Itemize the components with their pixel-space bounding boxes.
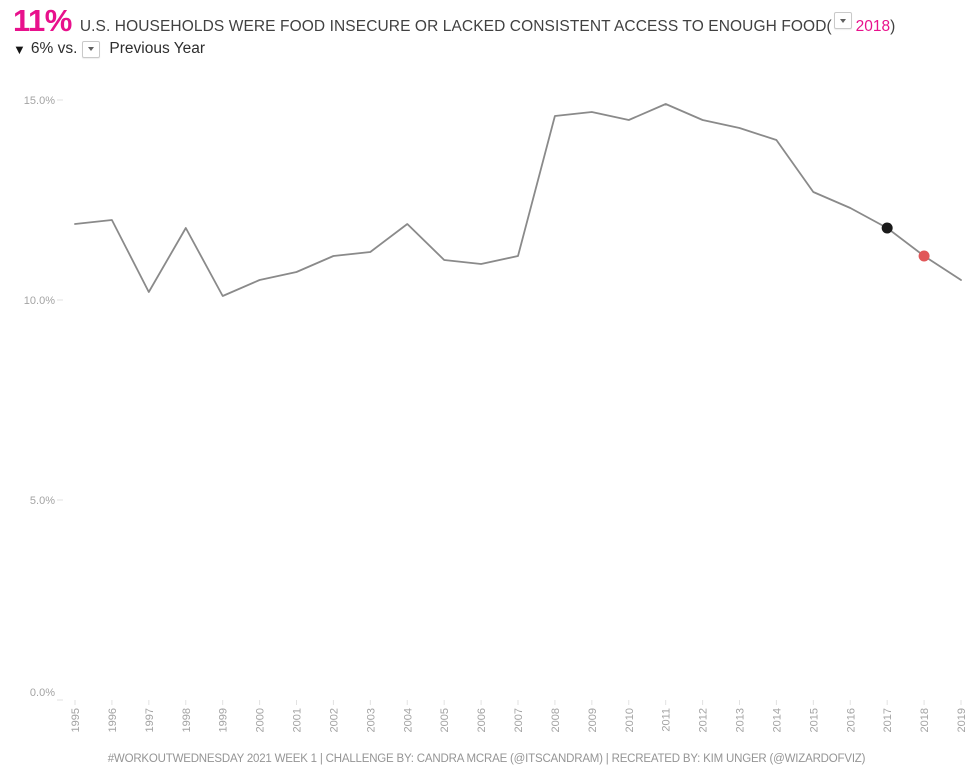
x-axis-label: 2014	[771, 708, 783, 732]
previous-year-point[interactable]	[881, 222, 893, 234]
chart-header: 11% U.S. HOUSEHOLDS WERE FOOD INSECURE O…	[13, 5, 895, 36]
x-axis-label: 2016	[845, 708, 857, 732]
x-axis-label: 2008	[550, 708, 562, 732]
x-axis-label: 2019	[956, 708, 968, 732]
change-text: 6% vs.	[30, 40, 78, 57]
chevron-down-icon	[839, 18, 846, 23]
x-axis-label: 2002	[328, 708, 340, 732]
comparison-dropdown-button[interactable]	[82, 40, 101, 58]
decrease-arrow-icon: ▼	[13, 41, 26, 57]
x-axis-label: 1998	[181, 708, 193, 732]
x-axis-label: 2015	[808, 708, 820, 732]
x-axis-label: 2006	[476, 708, 488, 732]
x-axis-label: 2011	[661, 708, 673, 732]
selected-year: 2018	[855, 18, 891, 35]
selected-year-point[interactable]	[918, 250, 930, 262]
x-axis-label: 2013	[735, 708, 747, 732]
comparison-label: Previous Year	[109, 40, 206, 57]
trend-line	[74, 103, 962, 297]
y-axis-label: 10.0%	[24, 295, 55, 307]
x-axis-label: 1995	[70, 708, 82, 732]
x-axis-label: 2000	[255, 708, 267, 732]
x-axis-label: 1997	[144, 708, 156, 732]
x-axis-label: 2018	[919, 708, 931, 732]
x-axis-label: 2001	[292, 708, 304, 732]
footer-credits: #WORKOUTWEDNESDAY 2021 WEEK 1 | CHALLENG…	[107, 753, 866, 765]
chevron-down-icon	[88, 47, 95, 51]
x-axis-label: 1996	[107, 708, 119, 732]
x-axis-label: 2009	[587, 708, 599, 732]
paren-close: )	[890, 18, 896, 35]
x-axis-label: 2007	[513, 708, 525, 732]
y-axis-label: 15.0%	[24, 95, 55, 107]
year-dropdown-button[interactable]	[833, 12, 852, 29]
x-axis-label: 2004	[402, 708, 414, 732]
x-axis-label: 2005	[439, 708, 451, 732]
x-axis-label: 2017	[882, 708, 894, 732]
x-axis-label: 1999	[218, 708, 230, 732]
x-axis-label: 2003	[365, 708, 377, 732]
page-title: U.S. HOUSEHOLDS WERE FOOD INSECURE OR LA…	[79, 18, 827, 35]
chart-subtitle: ▼ 6% vs. Previous Year	[13, 40, 205, 58]
y-axis-label: 0.0%	[30, 687, 55, 699]
paren-open: (	[826, 18, 832, 35]
x-axis-label: 2012	[698, 708, 710, 732]
x-axis-label: 2010	[624, 708, 636, 732]
y-axis-label: 5.0%	[30, 495, 55, 507]
kpi-value: 11%	[13, 3, 72, 38]
